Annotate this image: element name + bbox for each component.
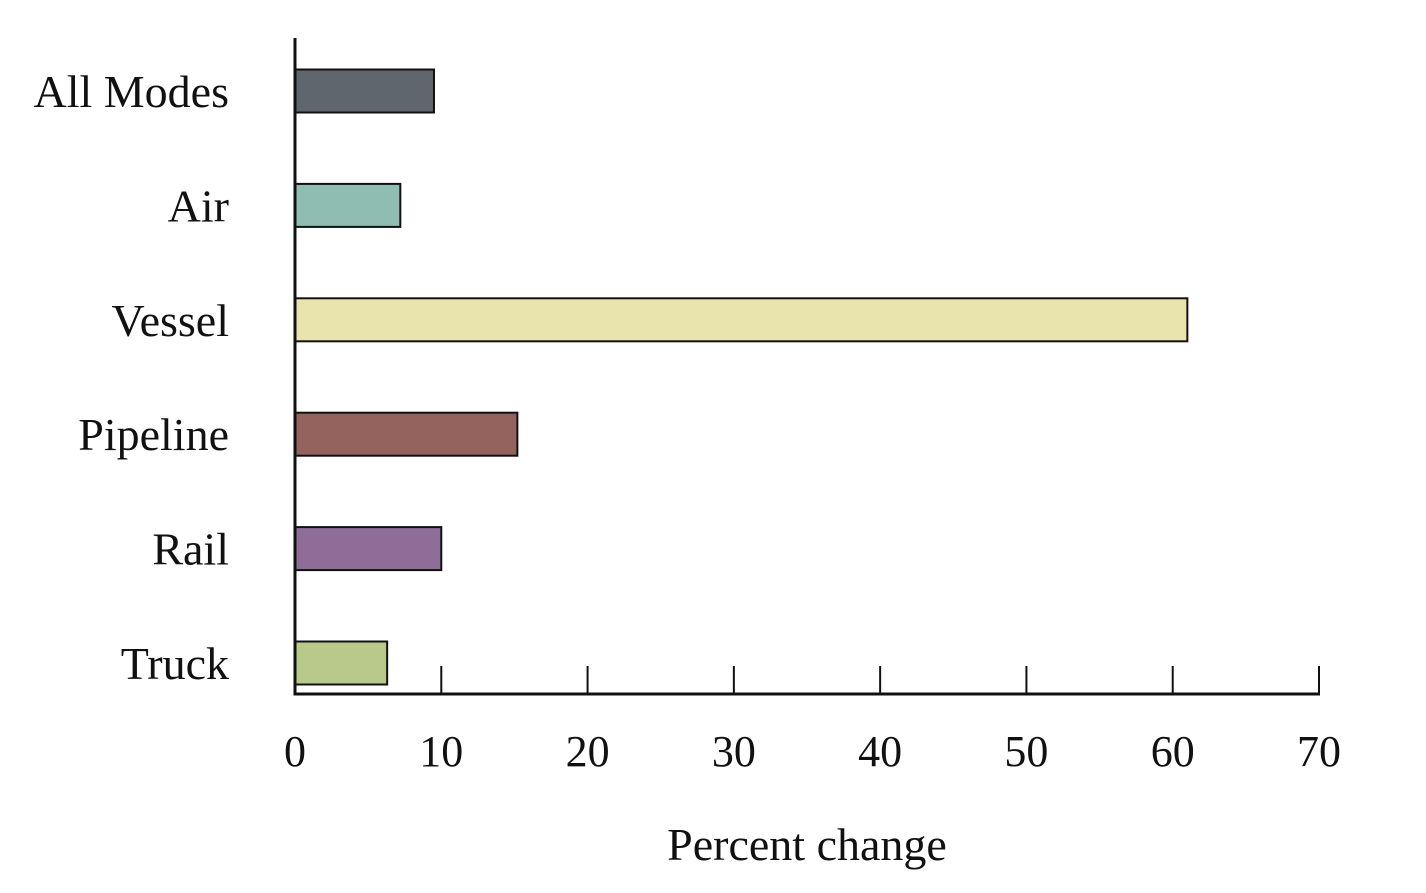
bar-truck [294,640,389,686]
bar-rail [294,526,443,572]
x-axis-title: Percent change [667,819,947,870]
x-tick-label-10: 10 [419,727,463,776]
x-ticks-group [440,666,1320,694]
bar-air [294,182,402,228]
category-label-rail: Rail [152,524,229,575]
bar-all-modes [294,68,435,114]
category-label-all-modes: All Modes [34,66,230,117]
x-tick-label-40: 40 [858,727,902,776]
category-label-air: Air [168,180,229,231]
category-label-vessel: Vessel [111,295,229,346]
category-label-truck: Truck [121,638,229,689]
category-labels-group: All Modes Air Vessel Pipeline Rail Truck [34,66,230,689]
x-tick-labels-group: 0 10 20 30 40 50 60 70 [284,727,1341,776]
x-tick-label-50: 50 [1004,727,1048,776]
bar-pipeline [294,411,519,457]
bars-group [294,68,1189,686]
bar-vessel [294,297,1189,343]
x-tick-label-30: 30 [712,727,756,776]
x-tick-label-20: 20 [566,727,610,776]
x-tick-label-0: 0 [284,727,306,776]
x-tick-label-70: 70 [1297,727,1341,776]
x-tick-label-60: 60 [1151,727,1195,776]
category-label-pipeline: Pipeline [78,409,229,460]
